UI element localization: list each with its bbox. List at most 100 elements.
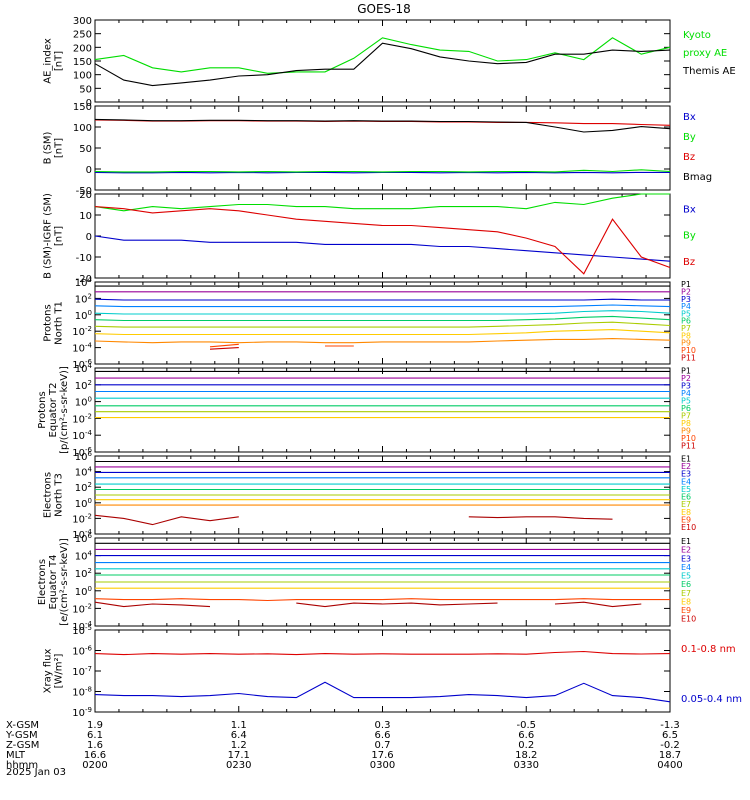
y-tick-label: 10-9 [72,706,92,719]
series-line [94,169,671,173]
x-axis-value: 0.7 [375,740,391,751]
y-tick-label: 50 [79,84,92,95]
y-tick-label: 10-5 [72,624,92,637]
y-axis-label: Xray flux [43,649,54,694]
legend-label: P9 [681,426,691,435]
x-axis-row-label: MLT [6,750,26,761]
legend-label: E4 [681,563,691,572]
panel-pe: 104 102 100 10-2 10-4 10-6 Protons Equator T2 [p… [37,362,696,459]
series-line [94,514,613,526]
series-line [94,235,671,262]
y-axis-label: Equator T4 [48,555,59,610]
series-line [94,206,671,275]
x-axis-value: 0330 [514,760,539,771]
x-axis-value: 6.5 [662,730,678,741]
legend-label: proxy AE [683,48,727,59]
y-tick-label: -10 [76,253,92,264]
x-axis-value: 6.4 [231,730,247,741]
panel-ae: 300 250 200 150 100 50 0 AE_index [nT] Kyoto proxy… [43,16,736,109]
legend-label: By [683,132,696,143]
x-axis-value: 1.9 [87,720,103,731]
legend-label: P10 [681,434,696,443]
y-axis-label: Electrons [37,559,48,605]
series-line [94,650,671,656]
series-line [94,298,670,301]
legend-label: P9 [681,339,691,348]
x-axis-table: X-GSM 1.9 1.1 0.3 -0.5 -1.3 Y-GSM 6.1 6.4 6.6 6.6 6… [5,720,683,771]
y-axis-label: Equator T2 [48,383,59,438]
legend-label: E5 [681,572,691,581]
legend-label: By [683,231,696,242]
panel-b: 150 100 50 0 -50 B (SM) [nT] Bx By Bz Bmag [43,102,713,197]
y-tick-label: 10-2 [72,512,92,525]
x-axis-value: 1.2 [231,740,247,751]
x-axis-row-label: X-GSM [6,720,39,731]
x-axis-value: -0.2 [660,740,680,751]
x-axis-value: 1.6 [87,740,103,751]
legend-label: E5 [681,485,691,494]
series-line [94,338,671,344]
y-tick-label: 104 [75,276,93,289]
x-axis-value: 0400 [657,760,682,771]
legend-label: P8 [681,331,691,340]
legend-label: P6 [681,404,691,413]
legend-label: E9 [681,516,691,525]
legend-label: P3 [681,381,691,390]
x-axis-value: 17.6 [371,750,393,761]
legend-label: E7 [681,589,691,598]
y-axis-label: B (SM) [43,131,54,164]
x-axis-value: 0.2 [518,740,534,751]
y-tick-label: 102 [75,379,92,392]
y-tick-label: 104 [75,466,93,479]
panel-xray: 10-5 10-6 10-7 10-8 10-9 Xray flux [W/m²] 0.1-0… [43,624,743,719]
y-tick-label: 10-6 [72,446,92,459]
series-line [94,37,671,74]
y-tick-label: 250 [73,30,92,41]
y-tick-label: 100 [73,71,92,82]
x-axis-value: -1.3 [660,720,680,731]
legend-label: Bx [683,112,696,123]
y-tick-label: 150 [73,102,92,113]
y-tick-label: 100 [75,585,92,598]
y-tick-label: 300 [73,16,92,27]
y-tick-label: 100 [73,123,92,134]
y-axis-label: [W/m²] [54,653,65,688]
legend-label: P1 [681,366,691,375]
legend-label: E6 [681,580,691,589]
y-tick-label: 10-2 [72,412,92,425]
y-axis-label: North T3 [54,473,65,517]
legend-label: E8 [681,508,691,517]
legend-label: P8 [681,419,691,428]
legend-label: P4 [681,302,691,311]
x-axis-row-label: hhmm [6,760,38,771]
y-axis-label: AE_index [43,38,54,84]
y-tick-label: 0 [86,232,92,243]
x-axis-row-label: Z-GSM [6,740,39,751]
panel-frame [94,19,671,103]
y-tick-label: 10-4 [72,429,92,442]
x-axis-value: 0200 [82,760,107,771]
legend-label: E7 [681,500,691,509]
y-tick-label: 10-4 [72,620,92,633]
plot-title: GOES-18 [357,2,411,16]
y-axis-label: Electrons [43,472,54,518]
legend-label: 0.1-0.8 nm [681,644,736,655]
legend-label: P10 [681,346,696,355]
y-axis-label: Protons [37,391,48,428]
legend-label: E1 [681,454,691,463]
y-tick-label: 150 [73,57,92,68]
legend-label: P3 [681,295,691,304]
x-axis-row-label: Y-GSM [5,730,38,741]
y-tick-label: 0 [86,165,92,176]
x-axis-value: 0.3 [375,720,391,731]
y-tick-label: 102 [75,481,92,494]
legend-label: P2 [681,287,691,296]
legend-label: E3 [681,554,691,563]
series-line [94,601,642,608]
panel-frame [94,629,671,713]
legend-label: E1 [681,537,691,546]
y-tick-label: 200 [73,43,92,54]
series-line [94,681,671,703]
